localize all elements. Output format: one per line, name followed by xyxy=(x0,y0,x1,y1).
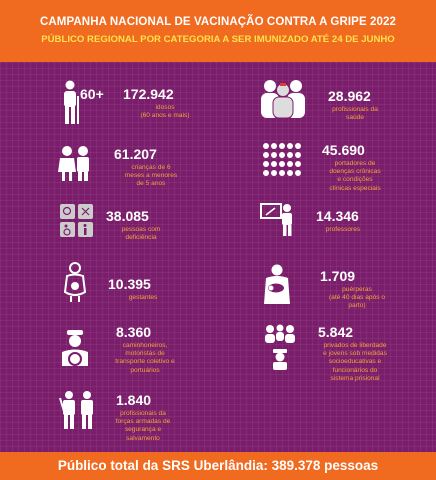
teacher-icon xyxy=(260,203,292,236)
saude-desc: profissionais da saúde xyxy=(332,106,378,122)
accessibility-icons xyxy=(60,204,93,237)
idosos-icon-label: 60+ xyxy=(80,86,104,102)
idosos-desc: idosos (60 anos e mais) xyxy=(140,104,190,120)
prisional-desc: privados de liberdade e jovens sob medid… xyxy=(323,342,387,382)
header-banner: CAMPANHA NACIONAL DE VACINAÇÃO CONTRA A … xyxy=(0,0,436,62)
health-professionals-icon xyxy=(261,80,305,118)
deficiencia-value: 38.085 xyxy=(106,208,149,224)
deficiencia-desc: pessoas com deficiência xyxy=(121,226,161,242)
children-icon xyxy=(58,146,89,181)
forcas-value: 1.840 xyxy=(116,392,152,408)
page-subtitle: PÚBLICO REGIONAL POR CATEGORIA A SER IMU… xyxy=(41,34,395,45)
criancas-value: 61.207 xyxy=(114,146,157,162)
gestantes-value: 10.395 xyxy=(108,276,151,292)
mother-baby-icon xyxy=(264,264,290,304)
page-title: CAMPANHA NACIONAL DE VACINAÇÃO CONTRA A … xyxy=(40,16,396,28)
prisional-value: 5.842 xyxy=(318,324,354,340)
puerperas-desc: puérperas (até 40 dias após o parto) xyxy=(328,286,386,310)
caminhoneiros-desc: caminhoneiros, motoristas de transporte … xyxy=(115,342,175,374)
professores-value: 14.346 xyxy=(316,208,359,224)
prisoners-and-guard-icon xyxy=(265,324,295,370)
pregnant-woman-icon xyxy=(63,262,87,302)
total-banner: Público total da SRS Uberlândia: 389.378… xyxy=(0,452,436,480)
professores-desc: professores xyxy=(325,226,361,233)
pills-grid-icon xyxy=(263,143,301,176)
elderly-person-icon xyxy=(64,80,79,124)
saude-value: 28.962 xyxy=(328,88,371,104)
puerperas-value: 1.709 xyxy=(320,268,356,284)
caminhoneiros-value: 8.360 xyxy=(116,324,152,340)
cronicas-value: 45.690 xyxy=(322,142,365,158)
soldiers-icon xyxy=(59,391,93,429)
forcas-desc: profissionais da forças armadas de segur… xyxy=(115,410,171,442)
idosos-value: 172.942 xyxy=(123,86,174,102)
criancas-desc: crianças de 6 meses a menores de 5 anos xyxy=(124,164,178,188)
cronicas-desc: portadores de doenças crônicas e condiçõ… xyxy=(329,160,381,192)
infographic-panel: 60+ 172.942 idosos (60 anos e mais) 28.9… xyxy=(0,62,436,452)
gestantes-desc: gestantes xyxy=(128,294,158,301)
driver-icon xyxy=(62,330,88,366)
